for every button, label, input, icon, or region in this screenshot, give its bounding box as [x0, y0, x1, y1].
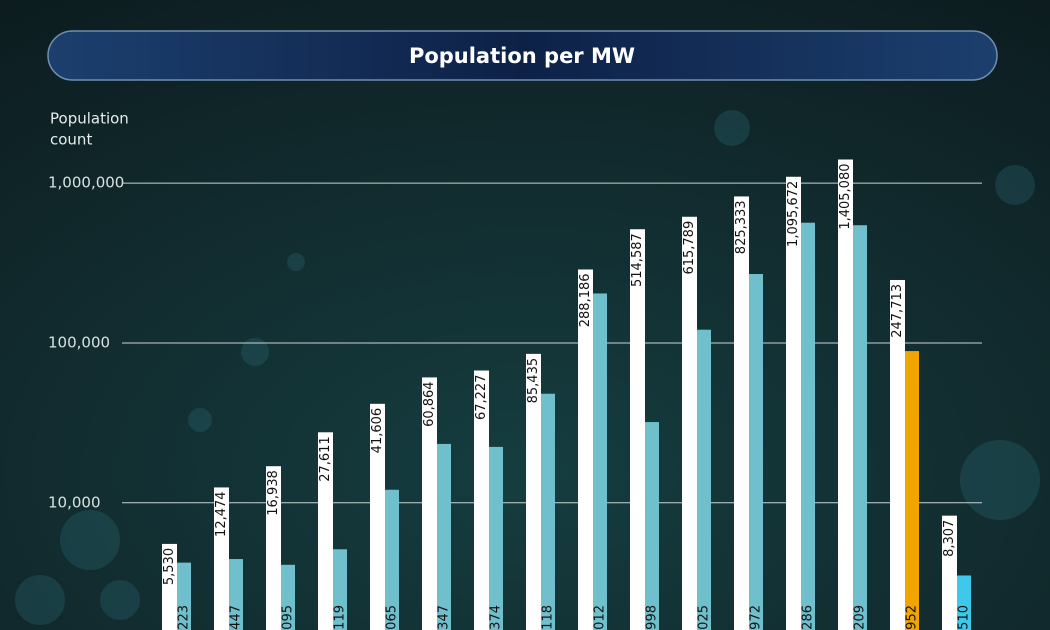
bar	[214, 487, 229, 630]
bar	[942, 515, 957, 630]
value-label: 5,530	[162, 548, 177, 585]
value-label: 67,227	[474, 375, 489, 421]
value-label: 12,065	[385, 605, 400, 630]
value-label: 48,118	[541, 605, 556, 630]
title-banner	[47, 30, 998, 81]
value-label: 247,713	[890, 284, 905, 338]
bar	[162, 543, 177, 630]
bar	[333, 549, 347, 630]
bar	[957, 575, 971, 630]
bar	[266, 466, 281, 630]
value-label: 1,405,080	[838, 164, 853, 230]
bokeh	[15, 110, 1040, 625]
bar	[682, 216, 697, 630]
bar	[541, 393, 555, 630]
value-label: 60,864	[422, 381, 437, 427]
value-label: 8,307	[942, 520, 957, 557]
bar	[645, 422, 659, 630]
value-label: 5,119	[333, 605, 348, 630]
bar	[749, 274, 763, 630]
value-label: 4,223	[177, 605, 192, 630]
bar	[526, 353, 541, 630]
bar	[838, 159, 853, 630]
value-label: 514,587	[630, 233, 645, 287]
y-tick-label: 1,000,000	[48, 174, 124, 192]
value-label: 825,333	[734, 200, 749, 254]
bar	[281, 564, 295, 630]
y-tick-label: 10,000	[48, 493, 101, 511]
value-label: 615,789	[682, 221, 697, 275]
value-label: 121,025	[697, 605, 712, 630]
value-label: 12,474	[214, 491, 229, 536]
bar	[177, 562, 191, 630]
y-axis-label: count	[50, 131, 92, 149]
bar	[578, 269, 593, 630]
bar	[422, 377, 437, 630]
value-label: 4,447	[229, 605, 244, 630]
bar	[437, 443, 451, 630]
value-label: 88,952	[905, 605, 920, 630]
value-label: 545,209	[853, 605, 868, 630]
y-axis-label: Population	[50, 110, 129, 128]
bar	[905, 351, 919, 630]
bar	[385, 489, 399, 630]
bar	[853, 225, 867, 630]
value-label: 3,510	[957, 605, 972, 630]
value-label: 204,012	[593, 605, 608, 630]
bar	[786, 176, 801, 630]
bar	[890, 279, 905, 630]
bar	[697, 329, 711, 630]
value-label: 23,347	[437, 605, 452, 630]
bar	[229, 559, 243, 630]
value-label: 288,186	[578, 273, 593, 327]
value-label: 565,286	[801, 605, 816, 630]
bar	[630, 229, 645, 630]
bar	[593, 293, 607, 630]
value-label: 22,374	[489, 605, 504, 630]
value-label: 4,095	[281, 605, 296, 630]
bar	[370, 403, 385, 630]
value-label: 85,435	[526, 358, 541, 404]
value-label: 41,606	[370, 408, 385, 454]
bar	[318, 432, 333, 630]
value-label: 31,998	[645, 605, 660, 630]
value-label: 269,972	[749, 605, 764, 630]
bar	[474, 370, 489, 630]
y-tick-label: 100,000	[48, 333, 110, 351]
bar	[489, 446, 503, 630]
bar	[734, 196, 749, 630]
value-label: 27,611	[318, 436, 333, 482]
value-label: 1,095,672	[786, 181, 801, 247]
chart-title: Population per MW	[409, 44, 635, 68]
bar	[801, 222, 815, 630]
value-label: 16,938	[266, 470, 281, 516]
